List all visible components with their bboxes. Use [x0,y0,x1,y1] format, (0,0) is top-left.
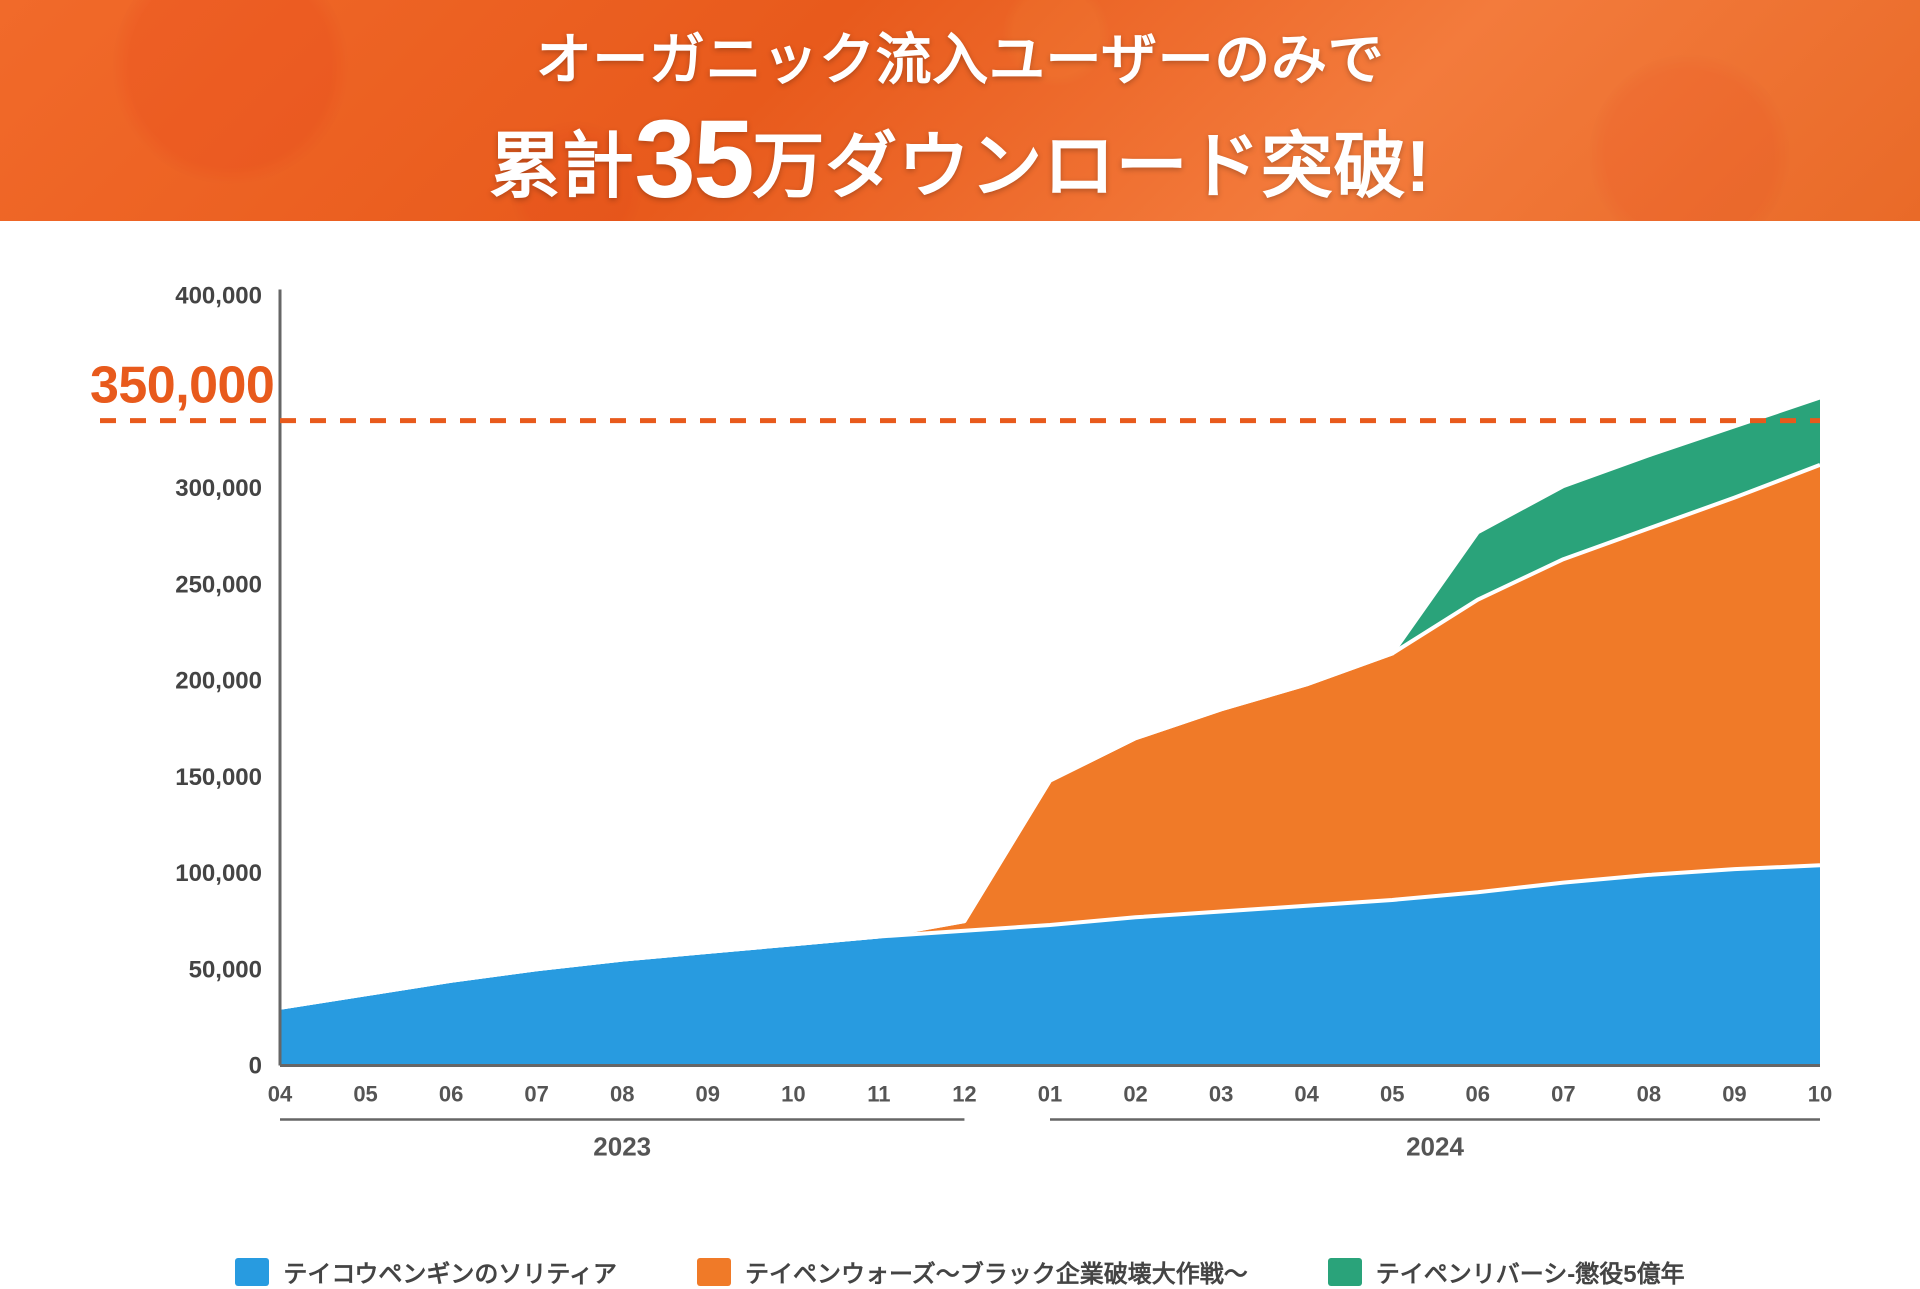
headline-suffix: ダウンロード突破! [825,127,1431,207]
legend-item: テイコウペンギンのソリティア [235,1254,617,1289]
svg-text:01: 01 [1038,1082,1062,1107]
legend-label: テイペンウォーズ〜ブラック企業破壊大作戦〜 [745,1254,1248,1289]
svg-text:08: 08 [610,1082,634,1107]
chart-legend: テイコウペンギンのソリティア テイペンウォーズ〜ブラック企業破壊大作戦〜 テイペンリ… [60,1254,1860,1289]
svg-text:11: 11 [867,1082,890,1107]
svg-text:08: 08 [1637,1082,1661,1107]
headline-line1: オーガニック流入ユーザーのみで [0,26,1920,93]
legend-swatch [697,1258,731,1286]
svg-text:200,000: 200,000 [175,668,262,695]
threshold-label: 350,000 [90,357,274,415]
legend-swatch [1328,1258,1362,1286]
page: オーガニック流入ユーザーのみで 累計35万ダウンロード突破! 0 50,000 10… [0,0,1920,1280]
svg-text:07: 07 [1551,1082,1575,1107]
svg-text:04: 04 [1294,1082,1319,1107]
legend-swatch [235,1258,269,1286]
legend-item: テイペンリバーシ-懲役5億年 [1328,1254,1685,1289]
svg-text:50,000: 50,000 [189,956,262,983]
headline-mid: 万 [752,127,825,207]
headline-big-number: 35 [634,98,752,221]
svg-text:150,000: 150,000 [175,764,262,791]
svg-text:06: 06 [1466,1082,1490,1107]
svg-text:400,000: 400,000 [175,283,262,310]
svg-text:300,000: 300,000 [175,475,262,502]
svg-text:10: 10 [781,1082,805,1107]
stacked-area-chart: 0 50,000 100,000 150,000 200,000 250,000 300,0… [60,241,1860,1250]
svg-text:09: 09 [1722,1082,1746,1107]
svg-text:03: 03 [1209,1082,1233,1107]
headline-line2: 累計35万ダウンロード突破! [0,99,1920,220]
svg-text:07: 07 [524,1082,548,1107]
legend-item: テイペンウォーズ〜ブラック企業破壊大作戦〜 [697,1254,1248,1289]
legend-label: テイコウペンギンのソリティア [283,1254,617,1289]
svg-text:0: 0 [249,1053,262,1080]
svg-text:06: 06 [439,1082,463,1107]
svg-text:100,000: 100,000 [175,860,262,887]
svg-text:05: 05 [353,1082,377,1107]
svg-text:04: 04 [268,1082,293,1107]
svg-text:09: 09 [696,1082,720,1107]
svg-text:10: 10 [1808,1082,1832,1107]
headline-prefix: 累計 [489,127,634,207]
svg-text:2023: 2023 [593,1132,651,1162]
svg-text:2024: 2024 [1406,1132,1464,1162]
svg-text:02: 02 [1123,1082,1147,1107]
chart-container: 0 50,000 100,000 150,000 200,000 250,000 300,0… [0,221,1920,1280]
svg-text:250,000: 250,000 [175,571,262,598]
svg-text:12: 12 [952,1082,976,1107]
headline-banner: オーガニック流入ユーザーのみで 累計35万ダウンロード突破! [0,0,1920,221]
svg-text:05: 05 [1380,1082,1404,1107]
legend-label: テイペンリバーシ-懲役5億年 [1376,1254,1685,1289]
